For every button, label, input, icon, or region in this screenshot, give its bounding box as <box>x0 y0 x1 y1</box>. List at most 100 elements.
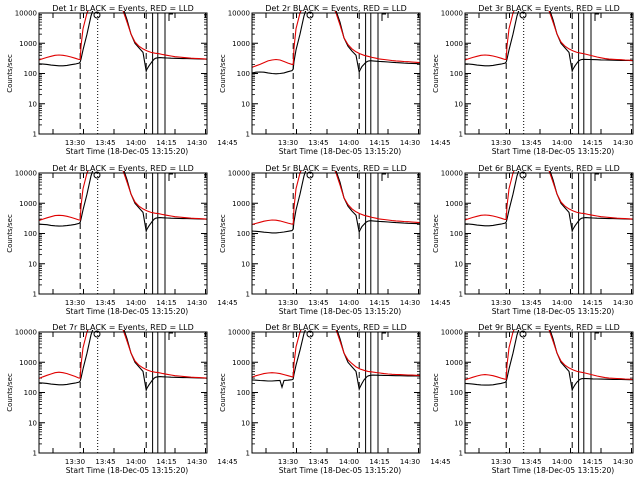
chart-panel: Det 4r BLACK = Events, RED = LLD Counts/s… <box>6 164 238 316</box>
flare-marker <box>306 11 314 19</box>
y-tick-label: 1 <box>246 131 250 139</box>
y-tick-label: 10000 <box>15 10 37 18</box>
x-tick-label: 13:45 <box>521 139 541 147</box>
x-tick-label: 13:30 <box>65 139 85 147</box>
y-tick-label: 1000 <box>19 359 37 367</box>
x-tick-label: 14:15 <box>156 139 176 147</box>
y-axis-label: Counts/sec <box>219 214 227 253</box>
series-line-lld <box>39 330 207 380</box>
y-tick-label: 10 <box>454 260 463 268</box>
y-tick-label: 10 <box>28 100 37 108</box>
x-tick-label: 13:30 <box>491 458 511 466</box>
y-axis-label: Counts/sec <box>219 373 227 412</box>
plot-frame <box>464 172 634 295</box>
x-axis-label: Start Time (18-Dec-05 13:15:20) <box>66 147 188 156</box>
x-tick-label: 14:45 <box>430 458 450 466</box>
y-axis-label: Counts/sec <box>432 214 440 253</box>
plot-frame <box>251 12 421 135</box>
y-tick-label: 10000 <box>441 10 463 18</box>
y-tick-label: 1000 <box>232 40 250 48</box>
x-tick-label: 14:00 <box>552 139 572 147</box>
flare-marker <box>93 171 101 179</box>
y-tick-label: 10000 <box>15 329 37 337</box>
y-tick-label: 100 <box>237 230 250 238</box>
y-tick-label: 1 <box>459 291 463 299</box>
series-line-lld <box>39 11 207 61</box>
x-tick-label: 14:15 <box>369 299 389 307</box>
y-tick-label: 100 <box>24 230 37 238</box>
plot-series-group <box>252 11 420 75</box>
x-tick-label: 14:15 <box>582 139 602 147</box>
y-tick-label: 100 <box>450 389 463 397</box>
chart-title: Det 8r BLACK = Events, RED = LLD <box>265 323 407 332</box>
y-tick-label: 100 <box>24 70 37 78</box>
range-bracket <box>168 332 173 340</box>
y-tick-label: 1 <box>33 450 37 458</box>
x-axis-label: Start Time (18-Dec-05 13:15:20) <box>66 466 188 475</box>
plot-series-group <box>39 11 207 74</box>
flare-marker <box>93 11 101 19</box>
series-line-events <box>465 171 633 234</box>
y-tick-label: 10000 <box>228 10 250 18</box>
chart-panel: Det 5r BLACK = Events, RED = LLD Counts/s… <box>219 164 451 316</box>
y-tick-label: 10000 <box>15 170 37 178</box>
plot-frame <box>251 172 421 295</box>
flare-marker <box>306 330 314 338</box>
series-line-events <box>465 11 633 74</box>
x-tick-label: 13:45 <box>521 299 541 307</box>
x-axis-label: Start Time (18-Dec-05 13:15:20) <box>279 466 401 475</box>
x-tick-label: 13:30 <box>491 299 511 307</box>
x-tick-label: 14:30 <box>400 299 420 307</box>
x-tick-label: 14:30 <box>613 139 633 147</box>
y-tick-label: 100 <box>450 230 463 238</box>
series-line-events <box>252 330 420 392</box>
x-tick-label: 14:30 <box>400 458 420 466</box>
x-tick-label: 14:30 <box>613 299 633 307</box>
range-bracket <box>381 332 386 340</box>
x-tick-label: 14:30 <box>613 458 633 466</box>
y-tick-label: 10000 <box>228 170 250 178</box>
chart-panel: Det 9r BLACK = Events, RED = LLD Counts/s… <box>432 323 634 475</box>
x-tick-label: 13:45 <box>95 139 115 147</box>
x-tick-label: 14:00 <box>339 299 359 307</box>
x-axis-label: Start Time (18-Dec-05 13:15:20) <box>279 307 401 316</box>
x-tick-label: 14:15 <box>369 139 389 147</box>
x-tick-label: 13:30 <box>278 139 298 147</box>
x-tick-label: 14:30 <box>187 139 207 147</box>
series-line-lld <box>252 330 420 378</box>
y-axis-label: Counts/sec <box>432 54 440 93</box>
plot-frame <box>38 172 208 295</box>
y-tick-label: 1000 <box>445 40 463 48</box>
x-tick-label: 13:30 <box>65 458 85 466</box>
plot-series-group <box>465 11 633 74</box>
plot-series-group <box>252 330 420 392</box>
x-tick-label: 14:45 <box>430 139 450 147</box>
y-tick-label: 1000 <box>232 359 250 367</box>
x-tick-label: 13:30 <box>65 299 85 307</box>
x-axis-label: Start Time (18-Dec-05 13:15:20) <box>492 466 614 475</box>
flare-marker <box>306 171 314 179</box>
chart-panel: Det 6r BLACK = Events, RED = LLD Counts/s… <box>432 164 634 316</box>
range-bracket <box>594 332 599 340</box>
y-tick-label: 1000 <box>19 200 37 208</box>
plot-frame <box>464 12 634 135</box>
x-tick-label: 14:00 <box>126 299 146 307</box>
series-line-events <box>39 330 207 393</box>
chart-panel: Det 7r BLACK = Events, RED = LLD Counts/s… <box>6 323 238 475</box>
range-bracket <box>381 13 386 21</box>
x-tick-label: 13:30 <box>491 139 511 147</box>
range-bracket <box>381 173 386 181</box>
y-tick-label: 10000 <box>228 329 250 337</box>
y-tick-label: 1000 <box>445 200 463 208</box>
chart-panel: Det 3r BLACK = Events, RED = LLD Counts/s… <box>432 4 634 156</box>
x-tick-label: 14:45 <box>430 299 450 307</box>
x-tick-label: 13:45 <box>95 299 115 307</box>
series-line-lld <box>252 171 420 225</box>
flare-marker <box>93 330 101 338</box>
y-tick-label: 1 <box>246 450 250 458</box>
y-axis-label: Counts/sec <box>432 373 440 412</box>
x-axis-label: Start Time (18-Dec-05 13:15:20) <box>492 147 614 156</box>
chart-panel: Det 1r BLACK = Events, RED = LLD Counts/s… <box>6 4 238 156</box>
x-axis-label: Start Time (18-Dec-05 13:15:20) <box>492 307 614 316</box>
plot-series-group <box>465 171 633 234</box>
